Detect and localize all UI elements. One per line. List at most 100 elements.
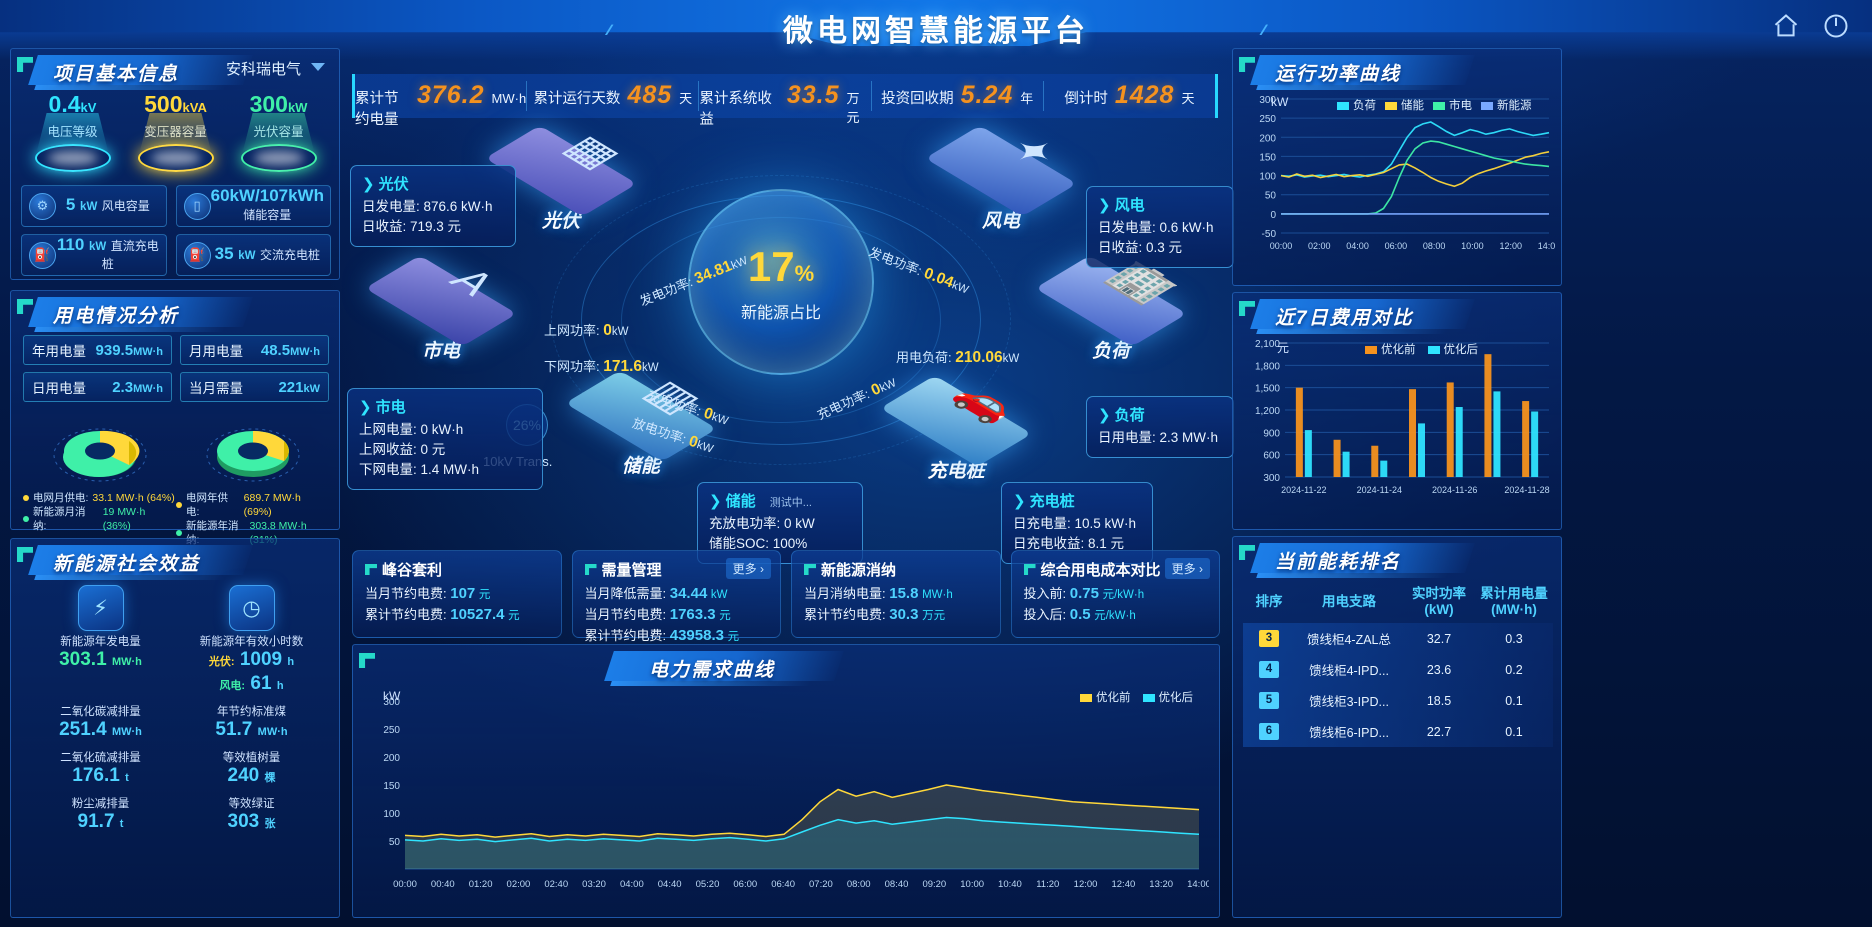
svg-text:02:00: 02:00: [1308, 241, 1331, 251]
power-legend: 负荷 储能 市电 新能源: [1337, 97, 1532, 113]
chevron-down-icon[interactable]: [311, 63, 325, 71]
svg-text:200: 200: [383, 753, 400, 764]
battery-icon: ▯: [183, 192, 211, 220]
legend-value: 33.1 MW·h (64%): [92, 492, 175, 504]
wind-card: ❯ 风电 日发电量: 0.6 kW·h 日收益: 0.3 元: [1086, 186, 1234, 268]
metric-card-peak-valley: 峰谷套利 当月节约电费: 107 元 累计节约电费: 10527.4 元: [352, 550, 562, 638]
more-button[interactable]: 更多 ›: [725, 558, 771, 579]
capacity-value: 110: [56, 235, 85, 254]
svg-text:2,100: 2,100: [1255, 339, 1280, 350]
gauge-voltage: 0.4kV 电压等级: [21, 93, 124, 172]
node-wind[interactable]: ✦ 风电: [925, 125, 1077, 233]
chevron-right-icon: ❯: [1098, 197, 1111, 214]
energy-ranking-panel: 当前能耗排名 排序 用电支路 实时功率 (kW) 累计用电量 (MW·h) 3 馈线柜…: [1232, 536, 1562, 918]
bolt-icon: ⚡: [77, 585, 124, 631]
cell-power: 32.7: [1426, 631, 1452, 646]
legend-label: 电网月供电:: [33, 492, 89, 504]
cell-rank: 5: [1243, 685, 1295, 716]
col-energy: 累计用电量 (MW·h): [1480, 586, 1548, 617]
capacity-card-storage[interactable]: ▯ 60kW/107kWh 储能容量: [175, 185, 331, 227]
svg-text:08:00: 08:00: [847, 879, 871, 890]
home-icon[interactable]: [1772, 12, 1800, 40]
ratio-label: 新能源占比: [740, 305, 821, 322]
social-item-effective-hours: ◷ 新能源年有效小时数 光伏: 1009 h 风电: 61 h: [176, 585, 327, 697]
svg-text:04:00: 04:00: [620, 879, 644, 890]
charger-icon: ⛽: [183, 241, 211, 269]
panel-title: 近7日费用对比: [1275, 308, 1414, 329]
legend-label: 新能源月消纳:: [33, 506, 86, 532]
chevron-right-icon: ❯: [1013, 493, 1026, 510]
storage-badge: 测试中...: [769, 497, 812, 509]
capacity-card-wind[interactable]: ⚙ 5 kW 风电容量: [21, 185, 167, 227]
energy-flow-diagram: 17% 新能源占比 ▦ 光伏 ✦ 风电 A 市电 🏢 负荷 ▥ 储能 🚗 充电桩: [346, 120, 1222, 540]
svg-text:12:00: 12:00: [1499, 241, 1522, 251]
node-load[interactable]: 🏢 负荷: [1035, 255, 1187, 363]
stat-saved-energy: 累计节约电量 376.2 MW·h: [355, 81, 528, 128]
gauge-label: 电压等级: [47, 125, 98, 139]
svg-text:200: 200: [1259, 133, 1276, 144]
col-rank: 排序: [1255, 594, 1283, 609]
cell-energy: 0.1: [1505, 693, 1523, 708]
capacity-cards: ⚙ 5 kW 风电容量 ▯ 60kW/107kWh 储能容量 ⛽ 110 kW …: [21, 185, 331, 276]
gauge-unit: kV: [80, 100, 97, 115]
capacity-label: 直流充电桩: [101, 239, 159, 271]
table-row[interactable]: 4 馈线柜4-IPD... 23.6 0.2: [1243, 654, 1553, 685]
y-axis-unit: 元: [1277, 341, 1290, 355]
legend-value: 689.7 MW·h (69%): [243, 492, 301, 518]
ratio-value: 17: [747, 243, 795, 290]
capacity-label: 储能容量: [243, 208, 292, 222]
social-item-cert: 等效绿证 303 张: [227, 798, 276, 832]
chevron-right-icon: ❯: [1098, 407, 1111, 424]
table-row[interactable]: 6 馈线柜6-IPD... 22.7 0.1: [1243, 716, 1553, 747]
social-item-dust: 粉尘减排量 91.7 t: [71, 798, 130, 832]
svg-text:01:20: 01:20: [469, 879, 493, 890]
chevron-right-icon: ❯: [362, 176, 375, 193]
table-row[interactable]: 5 馈线柜3-IPD... 18.5 0.1: [1243, 685, 1553, 716]
svg-text:300: 300: [383, 697, 400, 708]
svg-text:05:20: 05:20: [696, 879, 720, 890]
stat-payback-period: 投资回收期 5.24 年: [872, 81, 1044, 111]
project-selector[interactable]: 安科瑞电气: [225, 61, 301, 78]
svg-text:300: 300: [1259, 95, 1276, 106]
corner-icon: [359, 653, 375, 668]
page-title: 微电网智慧能源平台: [783, 15, 1089, 48]
usage-card-demand: 当月需量 221kW: [180, 372, 329, 402]
node-ev-charger[interactable]: 🚗 充电桩: [880, 375, 1032, 483]
legend-month: 电网月供电: 33.1 MW·h (64%) 新能源月消纳: 19 MW·h (…: [23, 491, 176, 547]
capacity-card-ac-charger[interactable]: ⛽ 35 kW 交流充电桩: [175, 234, 331, 276]
metric-card-row: 峰谷套利 当月节约电费: 107 元 累计节约电费: 10527.4 元 需量管…: [352, 550, 1220, 644]
svg-text:0: 0: [1270, 210, 1276, 221]
metric-card-new-energy: 新能源消纳 当月消纳电量: 15.8 MW·h 累计节约电费: 30.3 万元: [791, 550, 1001, 638]
table-row[interactable]: 3 馈线柜4-ZAL总 32.7 0.3: [1243, 623, 1553, 654]
pv-card: ❯ 光伏 日发电量: 876.6 kW·h 日收益: 719.3 元: [350, 165, 516, 247]
gauge-value: 300: [249, 91, 288, 117]
svg-text:00:00: 00:00: [393, 879, 417, 890]
gauge-pv: 300kW 光伏容量: [227, 93, 330, 172]
corner-icon: [17, 57, 33, 72]
stat-countdown: 倒计时 1428 天: [1064, 81, 1195, 109]
cell-power: 18.5: [1426, 693, 1452, 708]
node-grid[interactable]: A 市电: [365, 255, 517, 363]
power-chart: kW 负荷 储能 市电 新能源 300 250 200 150 100 50 0 -50 00:…: [1241, 91, 1555, 279]
panel-title: 当前能耗排名: [1275, 552, 1402, 573]
svg-text:100: 100: [1259, 172, 1276, 183]
more-button[interactable]: 更多 ›: [1164, 558, 1210, 579]
pylon-icon: A: [440, 261, 507, 302]
panel-title: 电力需求曲线: [649, 660, 776, 681]
capacity-card-dc-charger[interactable]: ⛽ 110 kW 直流充电桩: [21, 234, 167, 276]
clock-icon: ◷: [228, 585, 275, 631]
node-pv[interactable]: ▦ 光伏: [485, 125, 637, 233]
metric-card-demand-mgmt: 需量管理 更多 › 当月降低需量: 34.44 kW 当月节约电费: 1763.…: [571, 550, 781, 644]
svg-text:250: 250: [383, 725, 400, 736]
ranking-table: 排序 用电支路 实时功率 (kW) 累计用电量 (MW·h) 3 馈线柜4-ZAL总 3…: [1243, 581, 1553, 747]
power-icon[interactable]: [1822, 12, 1850, 40]
panel-title: 用电情况分析: [53, 306, 180, 327]
cell-power: 22.7: [1426, 724, 1452, 739]
capacity-label: 交流充电桩: [259, 248, 320, 262]
node-storage[interactable]: ▥ 储能: [565, 370, 717, 478]
svg-text:1,500: 1,500: [1255, 384, 1280, 395]
svg-text:14:00: 14:00: [1187, 879, 1209, 890]
wind-turbine-icon: ✦: [996, 129, 1070, 174]
